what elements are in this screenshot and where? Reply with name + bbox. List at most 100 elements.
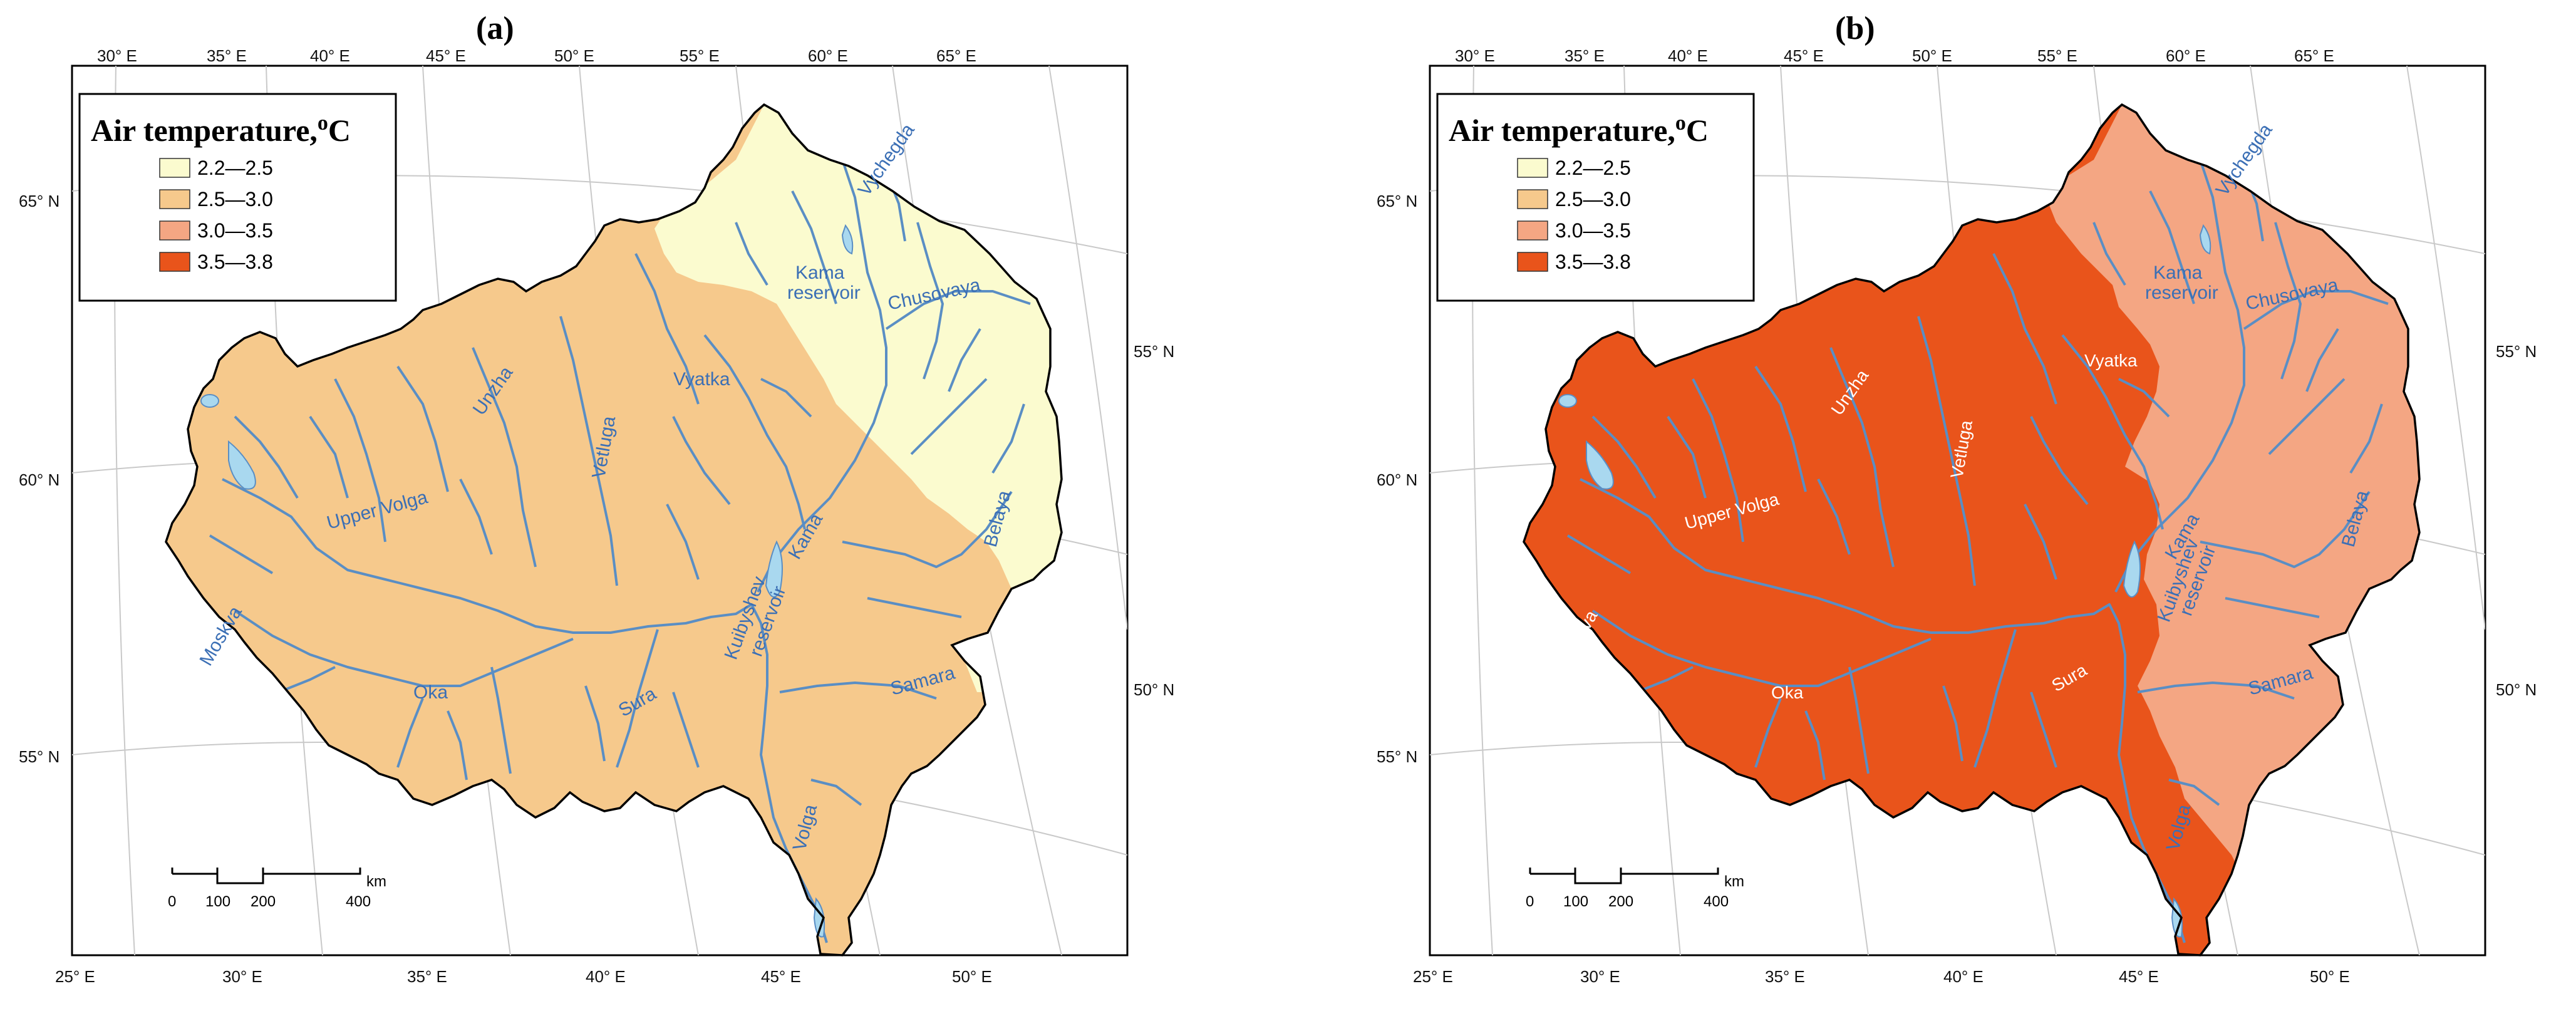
tick-label: 55° E — [2037, 46, 2077, 65]
ticks-left-b: 65° N 60° N 55° N — [1377, 192, 1417, 766]
tick-label: 30° E — [97, 46, 137, 65]
panel-letter-b: (b) — [1835, 11, 1875, 46]
legend-title: Air temperature,oC — [91, 111, 351, 148]
scale-label: 400 — [1704, 893, 1729, 910]
tick-label: 50° E — [1912, 46, 1952, 65]
tick-label: 25° E — [1413, 967, 1453, 986]
legend-label: 3.0—3.5 — [197, 219, 273, 242]
tick-label: 60° N — [1377, 470, 1417, 489]
legend: Air temperature,oC 2.2—2.5 2.5—3.0 3.0—3… — [1436, 93, 1755, 302]
tick-label: 55° N — [1134, 342, 1174, 361]
legend-item: 3.0—3.5 — [159, 219, 273, 242]
legend-title: Air temperature,oC — [1449, 111, 1709, 148]
tick-label: 65° N — [19, 192, 59, 210]
legend-swatch — [159, 158, 190, 178]
tick-label: 45° E — [426, 46, 466, 65]
map-panel-b: Vychegda Kama reservoir Chusovaya Kama B… — [1429, 65, 2486, 956]
label-kama-reservoir-1: Kama — [2153, 262, 2203, 283]
ticks-right-a: 55° N 50° N — [1134, 342, 1174, 699]
ticks-bottom-a: 25° E 30° E 35° E 40° E 45° E 50° E — [55, 967, 992, 986]
tick-label: 45° E — [1784, 46, 1824, 65]
tick-label: 65° E — [2294, 46, 2334, 65]
tick-label: 35° E — [1565, 46, 1605, 65]
ticks-bottom-b: 25° E 30° E 35° E 40° E 45° E 50° E — [1413, 967, 2350, 986]
legend-box — [78, 93, 397, 302]
scale-label: 200 — [251, 893, 276, 910]
ticks-top-a: 30° E 35° E 40° E 45° E 50° E 55° E 60° … — [97, 46, 976, 65]
label-kama-reservoir-1: Kama — [795, 262, 845, 283]
legend-label: 3.5—3.8 — [1555, 251, 1631, 273]
tick-label: 65° N — [1377, 192, 1417, 210]
legend-label: 2.2—2.5 — [197, 157, 273, 179]
scale-label: 0 — [1526, 893, 1534, 910]
label-oka: Oka — [1771, 683, 1804, 702]
tick-label: 50° E — [554, 46, 594, 65]
scale-label: 100 — [1563, 893, 1588, 910]
panel-letter-a: (a) — [476, 11, 514, 46]
legend-item: 2.2—2.5 — [1517, 157, 1631, 179]
tick-label: 60° N — [19, 470, 59, 489]
tick-label: 25° E — [55, 967, 95, 986]
scale-label: 400 — [346, 893, 371, 910]
label-vyatka: Vyatka — [2084, 351, 2138, 370]
legend-item: 3.0—3.5 — [1517, 219, 1631, 242]
label-kama-reservoir-2: reservoir — [2145, 282, 2218, 303]
tick-label: 50° N — [1134, 680, 1174, 699]
tick-label: 45° E — [761, 967, 801, 986]
scale-unit: km — [1724, 873, 1744, 890]
legend-swatch — [159, 189, 190, 209]
legend-item: 2.5—3.0 — [159, 188, 273, 210]
label-kama-reservoir-2: reservoir — [787, 282, 861, 303]
tick-label: 30° E — [222, 967, 262, 986]
legend-item: 2.5—3.0 — [1517, 188, 1631, 210]
legend-swatch — [1517, 220, 1548, 241]
legend-swatch — [1517, 189, 1548, 209]
legend-label: 3.0—3.5 — [1555, 219, 1631, 242]
legend-item: 3.5—3.8 — [159, 251, 273, 273]
legend-box — [1436, 93, 1755, 302]
scale-bar: km 0 100 200 400 — [1526, 868, 1744, 910]
scale-unit: km — [366, 873, 386, 890]
legend-label: 2.2—2.5 — [1555, 157, 1631, 179]
legend-swatch — [1517, 158, 1548, 178]
scale-label: 0 — [168, 893, 176, 910]
tick-label: 65° E — [936, 46, 976, 65]
tick-label: 55° N — [2496, 342, 2537, 361]
legend-label: 3.5—3.8 — [197, 251, 273, 273]
tick-label: 35° E — [1765, 967, 1805, 986]
legend-swatch — [159, 252, 190, 272]
tick-label: 30° E — [1455, 46, 1495, 65]
tick-label: 50° E — [2310, 967, 2350, 986]
ticks-top-b: 30° E 35° E 40° E 45° E 50° E 55° E 60° … — [1455, 46, 2334, 65]
scale-label: 100 — [205, 893, 230, 910]
tick-label: 55° N — [1377, 747, 1417, 766]
legend-label: 2.5—3.0 — [1555, 188, 1631, 210]
scale-bar: km 0 100 200 400 — [168, 868, 386, 910]
tick-label: 55° N — [19, 747, 59, 766]
legend-swatch — [159, 220, 190, 241]
tick-label: 45° E — [2119, 967, 2159, 986]
tick-label: 35° E — [407, 967, 447, 986]
map-panel-a: Vychegda Kama reservoir Chusovaya Unzha … — [71, 65, 1129, 956]
tick-label: 40° E — [310, 46, 350, 65]
legend-label: 2.5—3.0 — [197, 188, 273, 210]
legend-item: 3.5—3.8 — [1517, 251, 1631, 273]
ticks-right-b: 55° N 50° N — [2496, 342, 2537, 699]
tick-label: 40° E — [1943, 967, 1984, 986]
river-labels: Vychegda Kama reservoir Chusovaya Kama B… — [2145, 120, 2373, 853]
tick-label: 50° E — [952, 967, 992, 986]
ticks-left-a: 65° N 60° N 55° N — [19, 192, 59, 766]
legend-item: 2.2—2.5 — [159, 157, 273, 179]
tick-label: 35° E — [207, 46, 247, 65]
tick-label: 40° E — [1668, 46, 1708, 65]
tick-label: 55° E — [680, 46, 720, 65]
tick-label: 60° E — [808, 46, 848, 65]
tick-label: 50° N — [2496, 680, 2537, 699]
label-vyatka: Vyatka — [673, 369, 730, 390]
legend: Air temperature,oC 2.2—2.5 2.5—3.0 3.0—3… — [78, 93, 397, 302]
label-oka: Oka — [413, 682, 448, 703]
tick-label: 30° E — [1580, 967, 1620, 986]
legend-swatch — [1517, 252, 1548, 272]
tick-label: 40° E — [586, 967, 626, 986]
